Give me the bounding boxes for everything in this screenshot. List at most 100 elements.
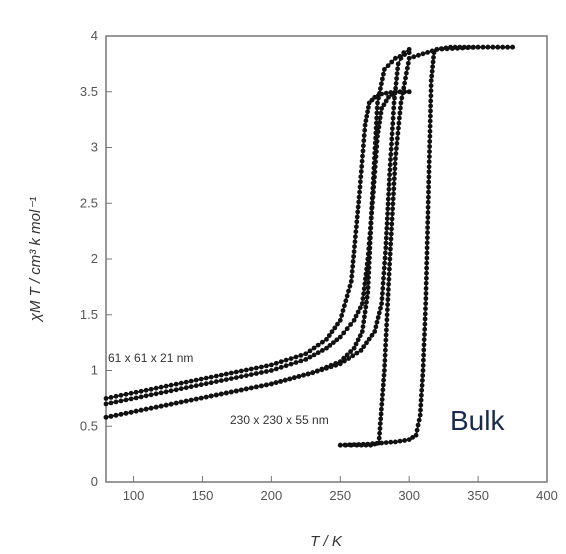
data-point (394, 146, 399, 151)
data-point (420, 363, 426, 368)
data-point (248, 385, 254, 391)
data-point (395, 66, 400, 72)
data-point (343, 298, 349, 304)
data-point (358, 348, 364, 353)
data-point (397, 438, 403, 444)
data-point (349, 269, 355, 274)
data-point (418, 397, 424, 403)
data-point (351, 254, 356, 259)
data-point (223, 371, 229, 377)
data-point (358, 169, 364, 174)
data-point (425, 235, 430, 241)
data-point (203, 375, 209, 381)
data-point (375, 315, 381, 320)
data-point (383, 98, 389, 104)
data-point (259, 364, 264, 370)
data-point (128, 396, 134, 402)
data-point (428, 83, 434, 89)
data-point (233, 388, 239, 394)
data-point (382, 368, 387, 373)
data-point (457, 44, 463, 50)
data-point (374, 110, 380, 116)
data-point (356, 194, 362, 200)
data-point (381, 372, 387, 378)
data-point (424, 265, 429, 271)
data-point (376, 95, 381, 101)
y-tick-label: 1 (91, 363, 98, 378)
data-point (278, 359, 284, 365)
data-point (383, 332, 389, 338)
data-point (394, 71, 400, 76)
data-point (243, 386, 249, 392)
data-point (333, 362, 339, 368)
data-point (388, 439, 394, 445)
data-point (379, 397, 385, 402)
data-point (374, 440, 380, 446)
data-point (428, 88, 434, 94)
data-point (283, 363, 289, 369)
data-point (298, 353, 304, 358)
data-point (422, 321, 428, 327)
data-point (397, 115, 402, 121)
data-point (377, 90, 382, 96)
data-point (411, 54, 417, 60)
data-point (384, 322, 389, 328)
data-point (188, 384, 194, 390)
data-point (401, 85, 407, 91)
y-tick-label: 1.5 (80, 307, 98, 322)
data-point (148, 386, 154, 392)
data-point (394, 76, 399, 81)
data-point (153, 404, 159, 410)
data-point (310, 370, 316, 376)
data-point (370, 441, 375, 447)
data-point (128, 390, 134, 396)
data-point (353, 341, 359, 347)
data-point (421, 342, 427, 348)
data-point (153, 391, 159, 397)
data-point (387, 172, 392, 178)
data-point (337, 442, 343, 448)
data-point (403, 75, 408, 81)
data-point (392, 161, 398, 167)
data-point (425, 50, 430, 55)
data-point (148, 392, 154, 398)
data-point (269, 381, 274, 387)
x-tick-label: 100 (123, 488, 145, 503)
data-point (389, 221, 395, 227)
data-point (393, 439, 398, 445)
data-point (365, 280, 371, 285)
data-point (388, 246, 393, 252)
y-tick-label: 2 (91, 251, 98, 266)
data-point (356, 442, 362, 447)
data-point (238, 368, 244, 374)
data-point (443, 45, 449, 51)
data-point (426, 179, 432, 185)
data-point (394, 141, 400, 146)
data-point (324, 345, 329, 351)
data-point (389, 136, 395, 142)
data-point (383, 342, 388, 348)
data-point (385, 211, 390, 217)
data-point (402, 438, 407, 443)
data-point (329, 329, 335, 335)
data-point (369, 205, 375, 211)
data-point (387, 251, 393, 257)
data-point (427, 139, 433, 144)
data-point (429, 68, 435, 74)
data-point (382, 260, 387, 266)
data-point (420, 368, 426, 373)
data-point (385, 297, 391, 302)
data-point (264, 382, 269, 388)
data-point (386, 182, 392, 187)
data-point (364, 294, 370, 300)
data-point (418, 407, 423, 413)
data-point (389, 141, 394, 147)
data-point (424, 260, 430, 266)
data-point (183, 379, 189, 385)
data-point (357, 305, 363, 311)
data-point (355, 204, 361, 210)
data-point (368, 235, 373, 241)
data-point (377, 430, 382, 436)
x-tick-label: 150 (192, 488, 214, 503)
data-point (391, 191, 396, 197)
